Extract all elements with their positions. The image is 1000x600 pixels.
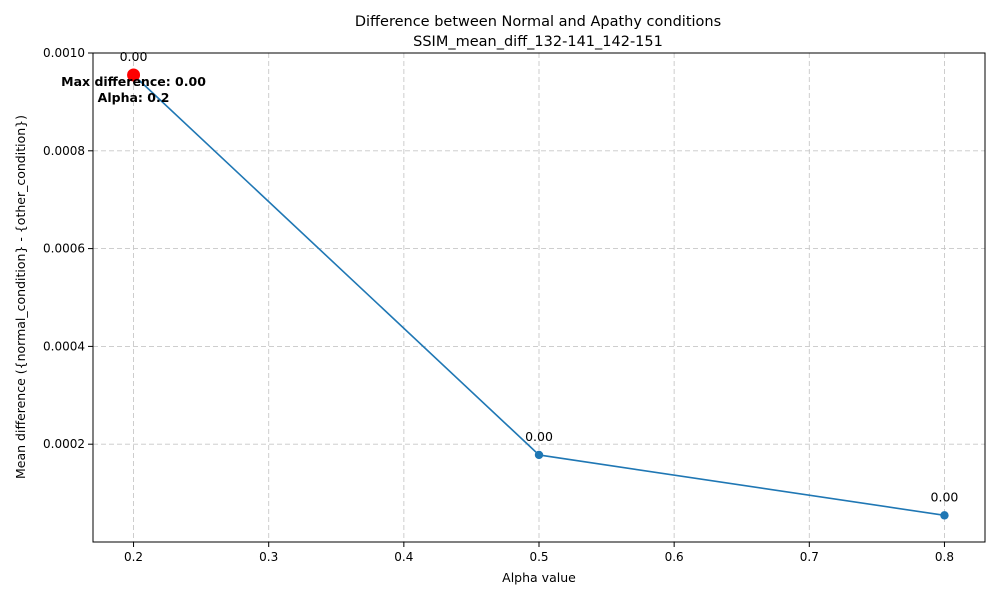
y-axis-label: Mean difference ({normal_condition} - {o… [13,115,28,479]
chart-title: Difference between Normal and Apathy con… [355,14,721,30]
data-point [534,450,544,460]
data-label: 0.00 [931,489,959,504]
grid-lines [93,52,985,542]
x-axis-label: Alpha value [502,570,576,585]
data-point [940,511,949,520]
y-tick-label: 0.0004 [43,339,85,353]
y-tick-label: 0.0006 [43,242,85,256]
x-tick-label: 0.5 [529,550,548,564]
data-label: 0.00 [120,49,148,64]
x-tick-label: 0.8 [935,550,954,564]
series-layer [127,68,949,520]
x-tick-label: 0.2 [124,550,143,564]
max-difference-marker [127,68,141,82]
y-tick-label: 0.0010 [43,46,85,60]
max-difference-annotation: Max difference: 0.00 [61,74,206,89]
y-tick-label: 0.0002 [43,437,85,451]
x-tick-label: 0.3 [259,550,278,564]
x-axis-ticks: 0.2 0.3 0.4 0.5 0.6 0.7 0.8 [124,542,954,564]
data-label: 0.00 [525,429,553,444]
x-tick-label: 0.6 [665,550,684,564]
x-tick-label: 0.7 [800,550,819,564]
chart-subtitle: SSIM_mean_diff_132-141_142-151 [413,34,663,50]
max-difference-annotation: Alpha: 0.2 [98,90,170,105]
x-tick-label: 0.4 [394,550,413,564]
y-tick-label: 0.0008 [43,144,85,158]
y-axis-ticks: 0.0002 0.0004 0.0006 0.0008 0.0010 [43,46,93,451]
